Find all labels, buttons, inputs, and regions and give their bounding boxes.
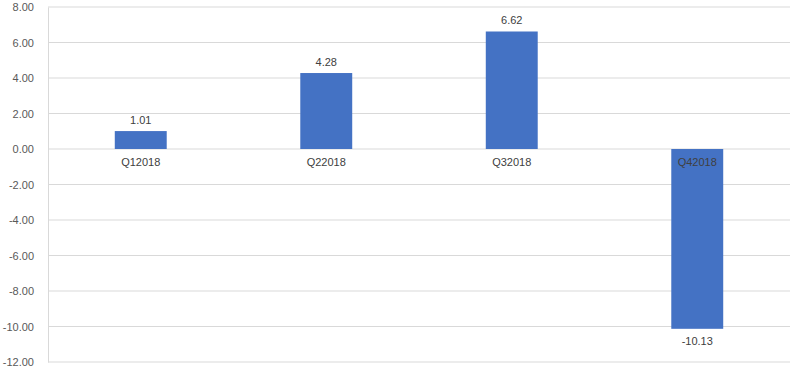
y-tick-label: 2.00 [13, 108, 34, 120]
y-tick-label: -4.00 [9, 214, 34, 226]
x-tick-label: Q32018 [492, 156, 531, 168]
bar [115, 131, 167, 149]
x-axis: Q12018 Q22018 Q32018 Q42018 [121, 149, 717, 168]
data-label: 4.28 [316, 56, 337, 68]
x-tick-label: Q42018 [678, 156, 717, 168]
plot: -12.00 -10.00 -8.00 -6.00 -4.00 -2.00 0.00 2.00… [3, 1, 790, 368]
grid-line [48, 113, 790, 114]
data-label: 6.62 [501, 14, 522, 26]
bar [300, 73, 352, 149]
y-tick-label: 4.00 [13, 72, 34, 84]
y-tick: -4.00 [9, 214, 48, 226]
bar [486, 31, 538, 149]
data-label: 1.01 [130, 114, 151, 126]
y-tick-label: -6.00 [9, 250, 34, 262]
x-tick: Q12018 [121, 149, 160, 168]
grid-line [48, 7, 790, 8]
y-tick: -12.00 [3, 356, 48, 368]
x-tick: Q32018 [492, 149, 531, 168]
y-tick-label: 0.00 [13, 143, 34, 155]
x-tick-label: Q12018 [121, 156, 160, 168]
bar [671, 149, 723, 329]
y-tick-label: -8.00 [9, 285, 34, 297]
y-tick: 8.00 [13, 1, 48, 13]
y-tick: -6.00 [9, 250, 48, 262]
y-tick-label: -2.00 [9, 179, 34, 191]
x-tick: Q22018 [307, 149, 346, 168]
y-axis: -12.00 -10.00 -8.00 -6.00 -4.00 -2.00 0.00 2.00… [3, 1, 49, 368]
chart: -12.00 -10.00 -8.00 -6.00 -4.00 -2.00 0.00 2.00… [0, 0, 800, 372]
y-axis-line [48, 8, 49, 363]
grid-line [48, 362, 790, 363]
bars [115, 31, 723, 328]
x-tick: Q42018 [678, 149, 717, 168]
x-tick-label: Q22018 [307, 156, 346, 168]
y-tick-label: 6.00 [13, 37, 34, 49]
y-tick: 0.00 [13, 143, 48, 155]
y-tick: 6.00 [13, 37, 48, 49]
y-tick: 4.00 [13, 72, 48, 84]
y-tick: 2.00 [13, 108, 48, 120]
y-tick-label: -12.00 [3, 356, 34, 368]
grid-line [48, 42, 790, 43]
y-tick: -2.00 [9, 179, 48, 191]
y-tick: -8.00 [9, 285, 48, 297]
grid [48, 7, 790, 362]
data-label: -10.13 [682, 335, 713, 347]
data-labels: 1.01 4.28 6.62 -10.13 [130, 14, 713, 346]
grid-line [48, 78, 790, 79]
y-tick: -10.00 [3, 321, 48, 333]
y-tick-label: -10.00 [3, 321, 34, 333]
y-tick-label: 8.00 [13, 1, 34, 13]
